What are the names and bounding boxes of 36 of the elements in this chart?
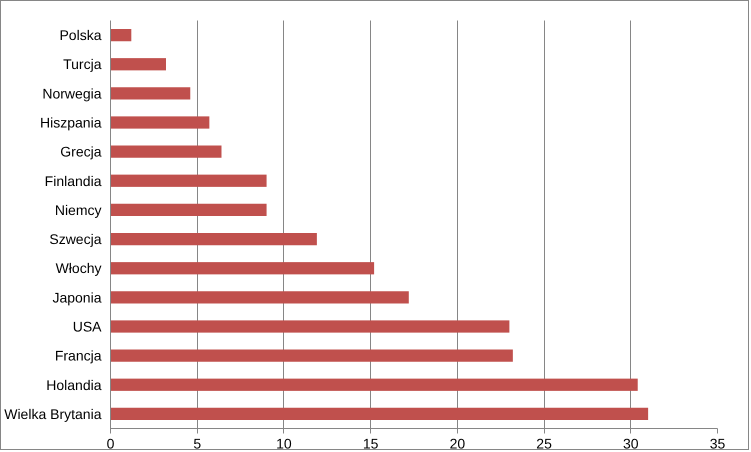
y-tick-label: Grecja bbox=[60, 144, 102, 160]
bar bbox=[110, 232, 317, 246]
bar bbox=[110, 146, 222, 158]
bar bbox=[110, 378, 638, 391]
bar bbox=[110, 174, 267, 187]
bar bbox=[110, 408, 648, 420]
y-tick-label: Finlandia bbox=[44, 172, 102, 189]
bar bbox=[110, 350, 513, 362]
y-tick-label: Szwecja bbox=[49, 231, 102, 248]
y-tick-label: Norwegia bbox=[42, 85, 102, 102]
x-tick-label: 30 bbox=[623, 436, 639, 452]
bar bbox=[110, 291, 409, 304]
y-tick-label: Wielka Brytania bbox=[4, 406, 102, 422]
x-tick-label: 5 bbox=[193, 436, 202, 452]
bar bbox=[110, 116, 210, 129]
y-tick-label: Japonia bbox=[52, 289, 102, 306]
y-tick-label: Francja bbox=[54, 348, 102, 364]
bar bbox=[110, 58, 166, 70]
y-tick-label: Holandia bbox=[46, 376, 102, 393]
y-tick-label: USA bbox=[72, 318, 102, 334]
bar bbox=[110, 87, 190, 100]
x-tick-label: 25 bbox=[536, 436, 552, 452]
x-tick-label: 20 bbox=[450, 436, 466, 452]
bar bbox=[110, 262, 374, 274]
y-tick-label: Hiszpania bbox=[40, 114, 102, 130]
x-tick-label: 10 bbox=[276, 436, 292, 452]
y-tick-label: Turcja bbox=[63, 56, 102, 72]
x-tick-label: 0 bbox=[106, 436, 115, 452]
bar bbox=[110, 28, 132, 42]
bar bbox=[110, 320, 510, 333]
x-tick-label: 35 bbox=[710, 436, 726, 452]
bar bbox=[110, 204, 267, 216]
y-tick-label: Niemcy bbox=[54, 202, 102, 218]
y-tick-label: Włochy bbox=[56, 260, 102, 276]
x-tick-label: 15 bbox=[362, 436, 379, 452]
y-tick-label: Polska bbox=[59, 27, 102, 44]
